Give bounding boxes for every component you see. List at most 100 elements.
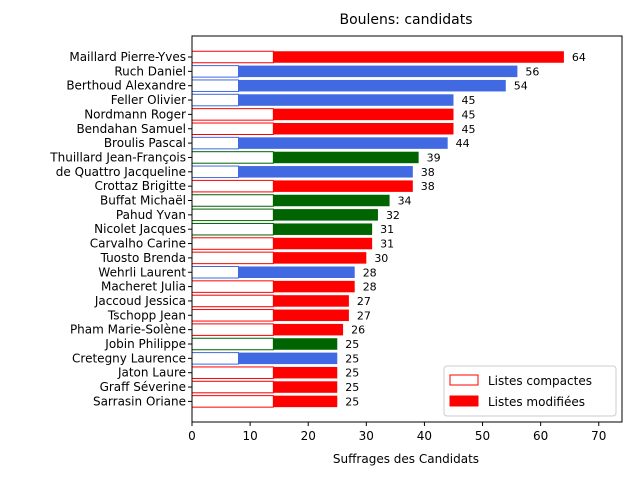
bar-modified: [273, 123, 454, 135]
legend-swatch: [449, 374, 479, 386]
category-label: Tuosto Brenda: [100, 251, 186, 265]
bar-value-label: 28: [363, 281, 377, 294]
x-tick-label: 0: [188, 429, 196, 443]
bar-modified: [238, 166, 413, 178]
bar-value-label: 31: [380, 223, 394, 236]
category-label: Pahud Yvan: [116, 208, 186, 222]
bar-modified: [273, 180, 413, 192]
bar-compact: [191, 280, 274, 293]
bar-value-label: 28: [363, 266, 377, 279]
bar-compact: [191, 309, 274, 322]
bar-value-label: 38: [421, 166, 435, 179]
bar-value-label: 45: [461, 108, 475, 121]
legend-box: [443, 365, 617, 417]
bar-value-label: 26: [351, 324, 365, 337]
x-axis-label: Suffrages des Candidats: [333, 452, 479, 466]
category-label: Feller Olivier: [111, 93, 186, 107]
bar-compact: [191, 136, 239, 150]
category-label: Carvalho Carine: [90, 237, 186, 251]
bar-compact: [191, 165, 239, 179]
category-label: Berthoud Alexandre: [66, 79, 186, 93]
x-tick-label: 70: [591, 429, 606, 443]
category-label: Maillard Pierre-Yves: [69, 50, 186, 64]
bar-modified: [238, 266, 355, 278]
bar-value-label: 25: [345, 395, 359, 408]
bar-compact: [191, 122, 274, 135]
bar-compact: [191, 179, 274, 193]
bar-value-label: 44: [456, 137, 470, 150]
category-label: Jobin Philippe: [104, 337, 186, 351]
legend: Listes compactes Listes modifiées: [443, 365, 617, 417]
bar-compact: [191, 294, 274, 308]
bar-modified: [273, 366, 338, 379]
bar-value-label: 45: [461, 94, 475, 107]
bar-modified: [238, 94, 454, 106]
x-tick-label: 30: [359, 429, 374, 443]
bar-modified: [273, 323, 344, 336]
bar-compact: [191, 208, 274, 222]
category-label: Nicolet Jacques: [94, 222, 186, 236]
bar-compact: [191, 266, 239, 279]
category-label: Wehrli Laurent: [98, 265, 186, 279]
bar-modified: [273, 237, 373, 250]
legend-label: Listes modifiées: [488, 395, 585, 409]
x-tick-label: 40: [417, 429, 432, 443]
bar-compact: [191, 222, 274, 236]
category-label: Bendahan Samuel: [76, 122, 186, 136]
bar-modified: [238, 137, 448, 149]
bar-value-label: 30: [374, 252, 388, 265]
bar-modified: [273, 108, 454, 121]
bar-modified: [238, 79, 506, 92]
bar-compact: [191, 151, 274, 164]
bar-value-label: 27: [357, 309, 371, 322]
bar-value-label: 27: [357, 295, 371, 308]
bar-value-label: 34: [398, 195, 412, 208]
bar-compact: [191, 194, 274, 207]
bar-compact: [191, 352, 239, 365]
bar-modified: [273, 209, 378, 221]
bar-modified: [238, 65, 518, 78]
bar-value-label: 64: [572, 51, 586, 64]
bar-compact: [191, 366, 274, 379]
bar-value-label: 45: [461, 123, 475, 136]
bar-modified: [273, 280, 355, 293]
category-label: Crottaz Brigitte: [94, 179, 186, 193]
category-label: Broulis Pascal: [104, 136, 186, 150]
bar-value-label: 56: [525, 65, 539, 78]
category-label: Sarrasin Oriane: [93, 394, 186, 408]
chart-title: Boulens: candidats: [339, 12, 472, 28]
bar-compact: [191, 108, 274, 121]
category-label: Tschopp Jean: [107, 308, 186, 322]
bar-modified: [273, 295, 349, 307]
bar-value-label: 25: [345, 381, 359, 394]
bar-value-label: 38: [421, 180, 435, 193]
bar-modified: [273, 151, 419, 164]
bar-compact: [191, 237, 274, 250]
x-axis: 0 10 20 30 40 50 60 70: [188, 422, 606, 443]
bar-value-label: 25: [345, 352, 359, 365]
bar-value-label: 32: [386, 209, 400, 222]
bar-value-label: 25: [345, 367, 359, 380]
x-tick-label: 60: [533, 429, 548, 443]
bar-modified: [273, 309, 349, 322]
bar-compact: [191, 50, 274, 64]
category-label: Jaton Laure: [117, 366, 186, 380]
x-tick-label: 20: [301, 429, 316, 443]
x-tick-label: 10: [242, 429, 257, 443]
category-label: de Quattro Jacqueline: [56, 165, 186, 179]
category-label: Nordmann Roger: [84, 107, 186, 121]
bar-compact: [191, 380, 274, 394]
category-label: Jaccoud Jessica: [94, 294, 186, 308]
bar-modified: [273, 51, 564, 63]
bar-modified: [273, 381, 338, 393]
bar-modified: [273, 338, 338, 350]
category-label: Macheret Julia: [101, 280, 186, 294]
bar-value-label: 31: [380, 238, 394, 251]
category-label: Graff Séverine: [100, 380, 186, 394]
bar-modified: [238, 352, 338, 365]
category-label: Buffat Michaël: [100, 194, 186, 208]
category-label: Pham Marie-Solène: [70, 323, 186, 337]
bar-compact: [191, 65, 239, 78]
